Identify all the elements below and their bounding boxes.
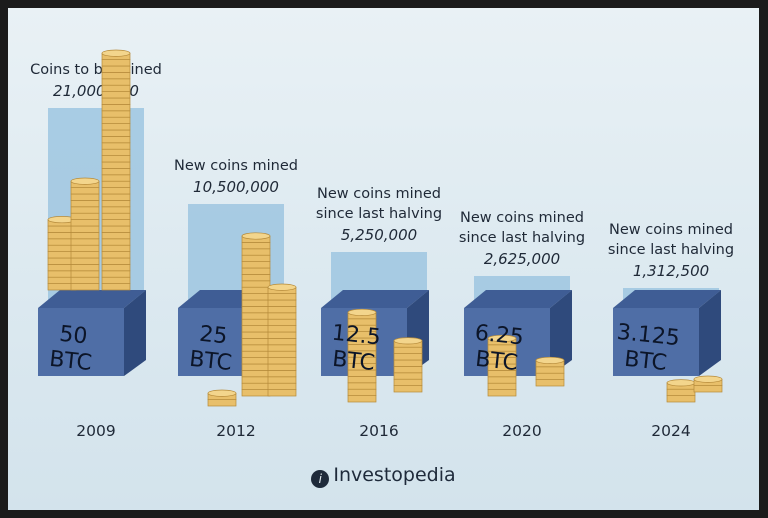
coin-stack xyxy=(70,177,100,291)
reward-cube xyxy=(38,290,146,376)
coin-stack xyxy=(347,308,377,403)
year-label: 2024 xyxy=(651,422,690,440)
caption-label: New coins mined since last halving xyxy=(316,186,442,222)
caption-label: New coins mined xyxy=(174,158,298,174)
year-label: 2009 xyxy=(76,422,115,440)
coin-stack xyxy=(101,49,131,291)
amount-label: 10,500,000 xyxy=(193,178,279,196)
infographic-frame: Coins to be mined 21,000,000 50BTC 2009 New … xyxy=(8,8,759,510)
block-reward-label: 12.5BTC xyxy=(328,321,382,377)
block-reward-label: 6.25BTC xyxy=(471,321,525,377)
coin-stack xyxy=(393,337,423,393)
coin-stack xyxy=(241,232,271,397)
amount-label: 2,625,000 xyxy=(484,250,560,268)
halving-group-2020: New coins mined since last halving 2,625,0… xyxy=(459,210,585,440)
year-label: 2016 xyxy=(359,422,398,440)
block-reward-label: 3.125BTC xyxy=(613,320,681,377)
halving-group-2024: New coins mined since last halving 1,312,5… xyxy=(608,222,734,440)
reward-cube xyxy=(613,290,721,376)
coin-stack xyxy=(666,379,696,403)
brand-name: Investopedia xyxy=(333,464,456,486)
amount-label: 5,250,000 xyxy=(341,226,417,244)
caption-label: New coins mined since last halving xyxy=(608,222,734,258)
coin-stack xyxy=(47,216,77,291)
amount-label: 1,312,500 xyxy=(633,262,709,280)
coin-stack xyxy=(267,283,297,397)
halving-group-2016: New coins mined since last halving 5,250,0… xyxy=(316,186,442,440)
caption-label: New coins mined since last halving xyxy=(459,210,585,246)
coin-stack xyxy=(535,356,565,387)
coin-stack xyxy=(487,334,517,397)
bitcoin-halving-chart: Coins to be mined21,000,00050BTC2009New … xyxy=(30,49,734,440)
investopedia-logo-icon: i xyxy=(311,470,330,488)
halving-group-2012: New coins mined 10,500,000 25BTC 2012 xyxy=(174,158,298,440)
coin-stack xyxy=(693,375,723,393)
block-reward-label: 50BTC xyxy=(48,321,96,376)
coin-stack xyxy=(207,389,237,407)
block-reward-label: 25BTC xyxy=(188,321,236,376)
year-label: 2020 xyxy=(502,422,541,440)
brand-logo: i Investopedia xyxy=(8,464,759,488)
year-label: 2012 xyxy=(216,422,255,440)
caption-label: Coins to be mined xyxy=(30,62,162,78)
